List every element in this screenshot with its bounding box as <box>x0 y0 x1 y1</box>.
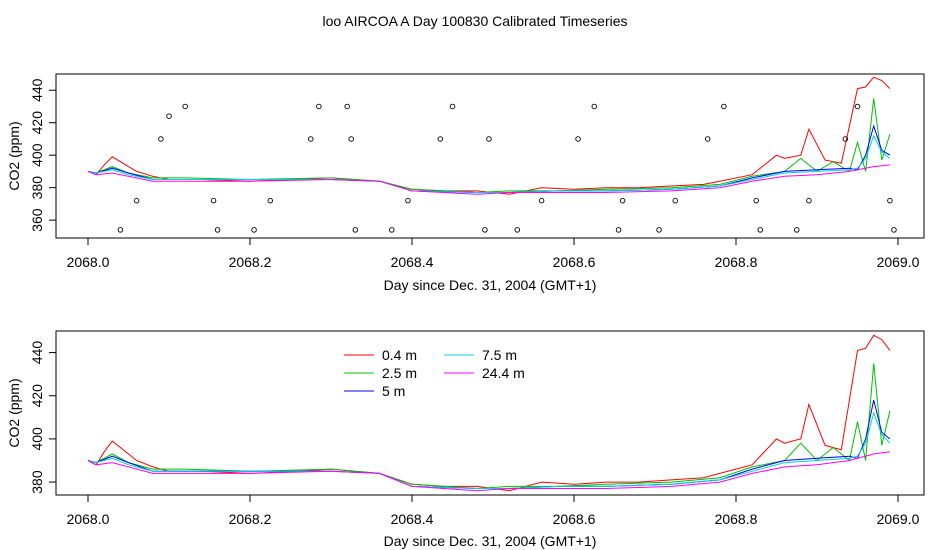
x-tick-label: 2068.2 <box>229 254 272 270</box>
y-tick-label: 400 <box>29 143 45 167</box>
x-tick-label: 2068.2 <box>229 511 272 527</box>
data-point <box>721 103 727 110</box>
series-line <box>87 164 890 195</box>
figure-title: loo AIRCOA A Day 100830 Calibrated Times… <box>322 13 627 29</box>
plot-frame-bottom <box>55 330 925 496</box>
data-point <box>514 227 521 233</box>
x-tick-label: 2068.6 <box>553 254 596 270</box>
data-point <box>891 227 897 233</box>
y-axis-top: 360 380 400 420 440 <box>29 78 56 232</box>
legend-label: 2.5 m <box>382 365 417 381</box>
data-point <box>482 227 488 233</box>
series-line <box>87 363 891 490</box>
data-point <box>538 197 545 204</box>
data-point <box>753 197 760 204</box>
series-line <box>87 399 891 489</box>
x-tick-label: 2068.0 <box>67 254 110 270</box>
data-point <box>854 103 861 110</box>
series-line <box>87 76 891 195</box>
data-point <box>704 136 711 142</box>
y-tick-label: 360 <box>29 208 45 232</box>
data-point <box>806 197 812 204</box>
legend-label: 0.4 m <box>382 347 417 363</box>
x-tick-label: 2069.0 <box>877 511 920 527</box>
data-point <box>591 103 598 110</box>
data-point <box>166 113 172 119</box>
x-axis-label-bottom: Day since Dec. 31, 2004 (GMT+1) <box>384 533 597 549</box>
panel-top: 360 380 400 420 440 2068.0 2068.2 2068.4 2068.6… <box>6 73 925 293</box>
data-point <box>158 136 164 142</box>
data-point <box>842 136 849 142</box>
data-point <box>486 136 492 142</box>
y-tick-label: 440 <box>29 341 45 365</box>
data-point <box>210 197 217 204</box>
series-line <box>87 411 891 489</box>
data-point <box>251 227 257 233</box>
y-axis-label-bottom: CO2 (ppm) <box>6 378 22 447</box>
data-point <box>615 227 622 233</box>
series-line <box>87 124 891 193</box>
series-group-bottom <box>87 334 891 492</box>
legend-label: 7.5 m <box>482 347 517 363</box>
data-point <box>575 136 581 142</box>
series-line <box>87 134 891 193</box>
data-point <box>449 103 456 110</box>
series-line <box>87 451 890 492</box>
legend: 0.4 m 2.5 m 5 m 7.5 m 24.4 m <box>344 347 525 399</box>
y-tick-label: 380 <box>29 176 45 200</box>
data-point <box>757 227 764 233</box>
data-point <box>344 103 350 110</box>
x-axis-label-top: Day since Dec. 31, 2004 (GMT+1) <box>384 277 597 293</box>
legend-label: 5 m <box>382 383 405 399</box>
plot-frame-top <box>55 73 925 239</box>
points-group-top <box>117 103 897 233</box>
legend-label: 24.4 m <box>482 365 525 381</box>
x-tick-label: 2068.4 <box>391 254 434 270</box>
series-line <box>87 98 891 194</box>
x-tick-label: 2068.8 <box>715 254 758 270</box>
y-tick-label: 440 <box>29 78 45 102</box>
x-tick-label: 2068.8 <box>715 511 758 527</box>
y-tick-label: 380 <box>29 470 45 494</box>
x-tick-label: 2069.0 <box>877 254 920 270</box>
data-point <box>887 197 893 204</box>
data-point <box>214 227 221 233</box>
data-point <box>794 227 800 233</box>
y-tick-label: 420 <box>29 111 45 135</box>
data-point <box>117 227 124 233</box>
data-point <box>656 227 662 233</box>
data-point <box>267 197 274 204</box>
series-line <box>87 334 891 492</box>
y-axis-bottom: 380 400 420 440 <box>29 341 56 494</box>
series-group-top <box>87 76 891 195</box>
x-tick-label: 2068.4 <box>391 511 434 527</box>
data-point <box>405 197 411 204</box>
data-point <box>133 197 140 204</box>
x-axis-bottom: 2068.0 2068.2 2068.4 2068.6 2068.8 2069.0 <box>67 495 920 527</box>
data-point <box>308 136 314 142</box>
y-axis-label-top: CO2 (ppm) <box>6 121 22 190</box>
data-point <box>348 136 355 142</box>
data-point <box>316 103 322 110</box>
x-axis-top: 2068.0 2068.2 2068.4 2068.6 2068.8 2069.0 <box>67 238 920 270</box>
x-tick-label: 2068.0 <box>67 511 110 527</box>
data-point <box>182 103 188 110</box>
y-tick-label: 400 <box>29 427 45 451</box>
y-tick-label: 420 <box>29 384 45 408</box>
data-point <box>352 227 359 233</box>
data-point <box>619 197 626 204</box>
data-point <box>389 227 395 233</box>
x-tick-label: 2068.6 <box>553 511 596 527</box>
data-point <box>437 136 444 142</box>
data-point <box>672 197 679 204</box>
